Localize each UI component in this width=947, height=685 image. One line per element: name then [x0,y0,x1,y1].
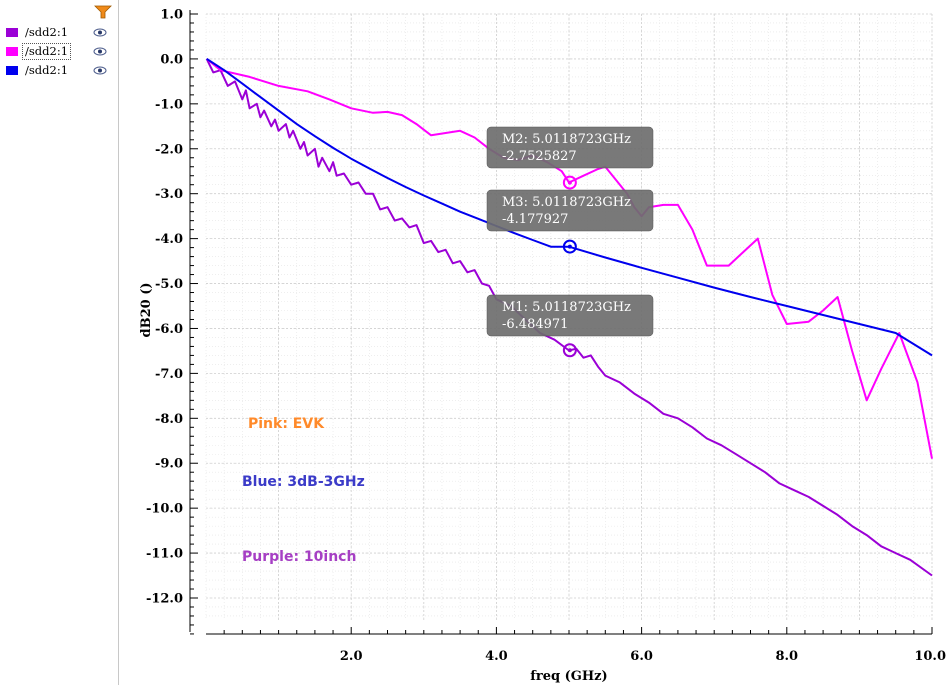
y-tick-label: -11.0 [146,547,183,562]
y-axis-title: dB20 () [139,283,154,338]
marker-callout-box [486,126,654,169]
x-tick-label: 6.0 [630,649,653,664]
marker-dot [567,348,572,353]
y-tick-label: 1.0 [160,8,183,23]
annotation-note: Pink: EVK [248,416,325,432]
eye-icon[interactable] [93,66,107,75]
marker-ring [562,343,577,358]
y-tick-label: -5.0 [155,277,183,292]
legend-label: /sdd2:1 [25,63,69,77]
eye-icon[interactable] [93,28,107,37]
x-axis: 2.0 4.0 6.0 8.0 10.0 freq (GHz) [206,627,946,684]
marker-label: M3: 5.0118723GHz [502,195,631,210]
legend-swatch [6,66,18,75]
eye-icon[interactable] [93,47,107,56]
marker-m2: M2: 5.0118723GHz -2.7525827 [486,126,654,190]
annotation-note: Purple: 10inch [242,549,356,565]
marker-label: M1: 5.0118723GHz [502,300,631,315]
x-tick-label: 10.0 [914,649,946,664]
y-tick-label: -6.0 [155,322,183,337]
x-axis-title: freq (GHz) [530,669,607,684]
legend-swatch [6,28,18,37]
legend-label: /sdd2:1 [25,25,69,39]
y-tick-label: -9.0 [155,457,183,472]
y-axis: 1.0 0.0 -1.0 -2.0 -3.0 -4.0 -5.0 -6.0 -7.0 -8.0 -9… [139,8,198,635]
x-tick-label: 2.0 [340,649,363,664]
series-line [206,58,933,357]
x-tick-label: 4.0 [485,649,508,664]
filter-funnel-icon[interactable] [94,5,112,19]
marker-label: M2: 5.0118723GHz [502,132,631,147]
legend-item[interactable]: /sdd2:1 [4,43,116,60]
marker-m3: M3: 5.0118723GHz -4.177927 [486,189,654,254]
marker-callout-box [486,189,654,232]
series-line [205,58,933,577]
legend-item[interactable]: /sdd2:1 [4,63,116,79]
y-tick-label: 0.0 [160,52,183,67]
legend-swatch [6,47,18,56]
marker-ring [562,175,577,190]
legend-label: /sdd2:1 [22,43,72,60]
y-tick-label: -7.0 [155,367,183,382]
y-tick-label: -2.0 [155,142,183,157]
marker-m1: M1: 5.0118723GHz -6.484971 [486,294,654,358]
y-tick-label: -10.0 [146,502,183,517]
marker-value: -4.177927 [502,212,568,227]
legend-item[interactable]: /sdd2:1 [4,25,116,41]
marker-value: -6.484971 [502,317,568,332]
legend-panel: /sdd2:1/sdd2:1/sdd2:1 [0,0,119,685]
marker-dot [567,180,572,185]
marker-value: -2.7525827 [502,149,577,164]
marker-dot [567,244,572,249]
x-tick-label: 8.0 [775,649,798,664]
marker-callout-box [486,294,654,337]
marker-ring [562,239,577,254]
y-tick-label: -8.0 [155,412,183,427]
y-tick-label: -4.0 [155,232,183,247]
y-tick-label: -1.0 [155,97,183,112]
annotation-note: Blue: 3dB-3GHz [242,474,365,490]
y-tick-label: -3.0 [155,187,183,202]
y-tick-label: -12.0 [146,592,183,607]
